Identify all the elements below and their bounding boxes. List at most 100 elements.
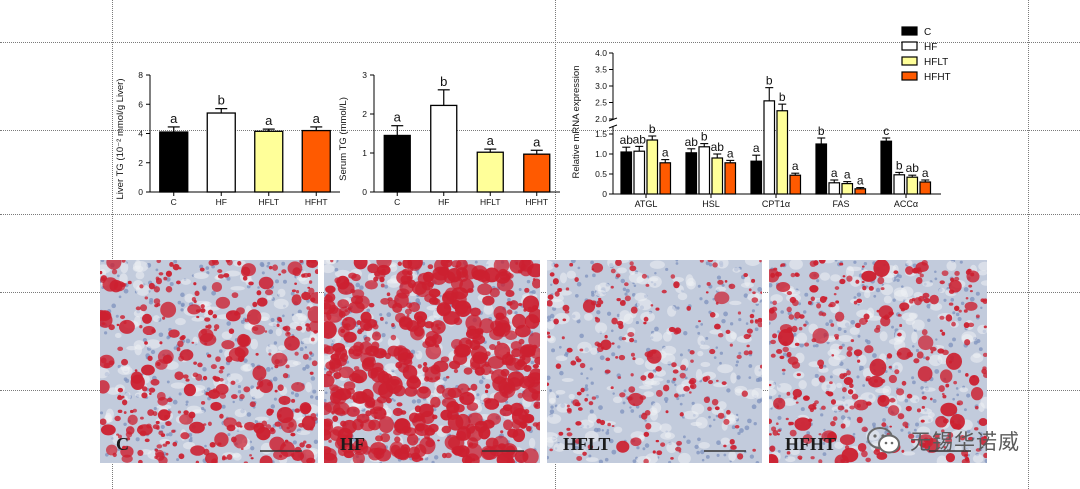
vacuole (275, 328, 282, 337)
nucleus (743, 293, 749, 298)
nucleus (747, 418, 752, 424)
nucleus (825, 322, 830, 326)
nucleus (777, 415, 782, 421)
significance-letter: ab (685, 135, 699, 149)
lipid-droplet (100, 312, 113, 328)
nucleus (950, 298, 955, 302)
nucleus (932, 399, 937, 403)
lipid-droplet (165, 270, 173, 277)
vacuole (683, 410, 699, 420)
nucleus (166, 380, 170, 384)
nucleus (117, 448, 121, 451)
nucleus (744, 425, 750, 431)
nucleus (684, 376, 688, 380)
lipid-droplet (330, 260, 334, 263)
nucleus (738, 351, 742, 355)
nucleus (315, 413, 318, 417)
nucleus (366, 308, 371, 313)
lipid-droplet (191, 341, 195, 344)
lipid-droplet (929, 346, 937, 352)
lipid-droplet (650, 304, 654, 307)
nucleus (273, 397, 277, 401)
x-tick-label: HF (216, 197, 227, 207)
lipid-droplet (856, 403, 861, 408)
lipid-droplet (597, 299, 604, 305)
lipid-droplet (943, 446, 947, 449)
lipid-droplet (897, 413, 905, 420)
lipid-droplet (271, 352, 288, 367)
lipid-droplet (917, 267, 922, 271)
lipid-droplet (901, 380, 907, 386)
lipid-droplet (794, 342, 800, 347)
lipid-droplet (308, 321, 318, 333)
legend-swatch-c (901, 26, 918, 36)
lipid-droplet (547, 335, 551, 339)
significance-letter: b (896, 158, 903, 172)
nucleus (299, 347, 304, 352)
lipid-droplet (424, 336, 437, 348)
lipid-droplet (138, 459, 143, 463)
lipid-droplet (207, 309, 214, 316)
lipid-droplet (295, 325, 303, 331)
nucleus (268, 329, 274, 335)
vacuole (180, 278, 191, 285)
lipid-droplet (212, 314, 218, 319)
nucleus (442, 376, 448, 382)
lipid-droplet (865, 457, 871, 463)
lipid-droplet (353, 398, 358, 403)
lipid-droplet (523, 409, 530, 415)
lipid-droplet (810, 296, 815, 302)
lipid-droplet (251, 324, 266, 335)
lipid-droplet (978, 417, 987, 427)
lipid-droplet (276, 323, 280, 328)
lipid-droplet (769, 418, 773, 425)
nucleus (556, 395, 559, 398)
lipid-droplet (380, 283, 385, 288)
lipid-droplet (729, 343, 733, 347)
vacuole (661, 345, 677, 356)
nucleus (935, 338, 938, 341)
lipid-droplet (965, 373, 969, 377)
lipid-droplet (269, 428, 276, 435)
guide-line-mid (555, 0, 556, 489)
significance-letter: c (883, 124, 889, 138)
lipid-droplet (138, 425, 144, 430)
lipid-droplet (549, 272, 555, 277)
nucleus (474, 260, 478, 264)
lipid-droplet (383, 412, 387, 416)
vacuole (547, 439, 554, 448)
lipid-droplet (644, 351, 654, 358)
lipid-droplet (250, 457, 254, 460)
lipid-droplet (274, 364, 279, 369)
nucleus (907, 431, 911, 435)
lipid-droplet (588, 401, 594, 406)
lipid-droplet (402, 365, 418, 380)
vacuole (266, 295, 273, 301)
lipid-droplet (515, 262, 519, 265)
lipid-droplet (444, 452, 452, 459)
nucleus (570, 260, 576, 264)
lipid-droplet (707, 260, 714, 263)
vacuole (830, 274, 841, 282)
nucleus (592, 273, 596, 278)
lipid-droplet (324, 302, 332, 310)
nucleus (644, 443, 650, 448)
vacuole (277, 288, 286, 298)
lipid-droplet (983, 452, 987, 459)
vacuole (324, 264, 335, 274)
lipid-droplet (522, 448, 539, 463)
lipid-droplet (714, 406, 720, 411)
nucleus (959, 260, 963, 264)
lipid-droplet (441, 425, 452, 434)
vacuole (834, 441, 844, 449)
vacuole (917, 426, 931, 436)
nucleus (476, 393, 480, 397)
lipid-droplet (343, 450, 355, 459)
vacuole (789, 260, 803, 270)
vacuole (836, 319, 851, 328)
nucleus (963, 408, 967, 412)
nucleus (595, 395, 599, 399)
lipid-droplet (379, 316, 384, 321)
vacuole (688, 281, 695, 287)
lipid-droplet (446, 401, 460, 414)
